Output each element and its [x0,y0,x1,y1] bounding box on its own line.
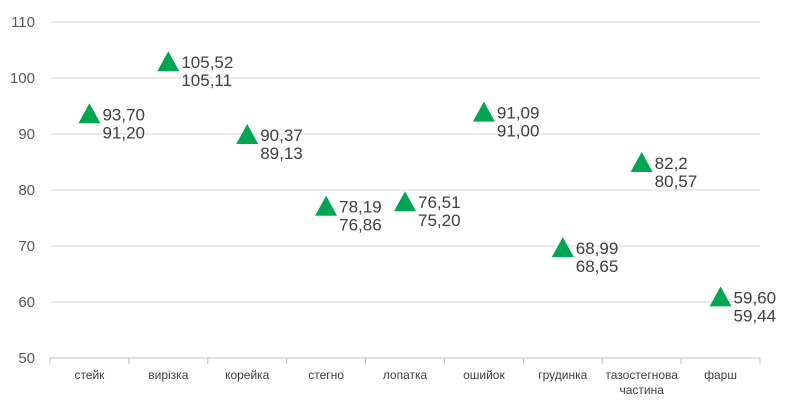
y-tick-label: 100 [10,70,35,87]
x-tick-label: стейк [74,368,105,382]
x-tick-label: лопатка [383,368,428,382]
data-label-upper: 105,52 [181,53,233,72]
y-tick-label: 110 [11,14,35,31]
data-label-upper: 82,2 [655,154,688,173]
data-label-lower: 105,11 [181,71,232,90]
data-label-lower: 91,00 [497,122,540,141]
x-tick-label: стегно [308,368,344,382]
triangle-marker [472,101,495,122]
triangle-marker [551,237,574,258]
data-label-lower: 59,44 [734,306,777,325]
x-tick-label: фарш [704,368,737,382]
triangle-marker [315,195,338,216]
x-tick-label: грудинка [538,368,587,382]
data-label-upper: 90,37 [260,126,303,145]
data-label-lower: 75,20 [418,211,461,230]
data-label-upper: 68,99 [576,239,619,258]
data-label-upper: 93,70 [102,105,145,124]
triangle-marker [709,286,732,307]
x-tick-label: тазостегнова [605,368,678,382]
x-tick-label: частина [619,383,664,397]
y-tick-label: 90 [18,126,35,143]
data-label-lower: 91,20 [102,123,145,142]
triangle-marker [78,103,101,124]
x-tick-label: вирізка [148,368,188,382]
y-tick-label: 60 [18,294,35,311]
triangle-marker [394,191,416,212]
y-tick-label: 70 [18,238,35,255]
x-tick-label: корейка [225,368,270,382]
data-label-lower: 76,86 [339,216,382,235]
triangle-marker [157,51,180,72]
y-tick-label: 50 [18,350,35,367]
data-label-lower: 89,13 [260,144,303,163]
data-label-lower: 68,65 [576,257,619,276]
y-tick-label: 80 [18,182,35,199]
data-label-upper: 91,09 [497,104,540,123]
triangle-marker [236,124,259,144]
data-label-upper: 59,60 [734,288,777,307]
data-label-upper: 78,19 [339,198,382,217]
x-tick-label: ошийок [463,368,505,382]
triangle-marker [630,152,653,172]
data-label-lower: 80,57 [655,172,698,191]
data-label-upper: 76,51 [418,193,461,212]
